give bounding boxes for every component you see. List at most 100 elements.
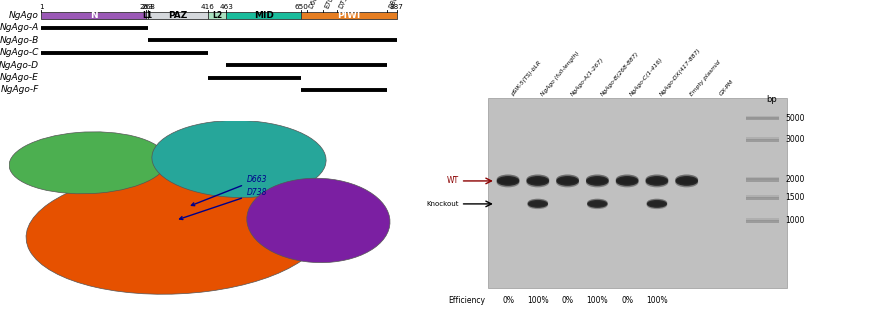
- Text: 463: 463: [219, 4, 233, 10]
- Bar: [488, 98, 786, 288]
- Text: NgAgo-D: NgAgo-D: [0, 61, 39, 70]
- Text: PAZ: PAZ: [168, 11, 188, 20]
- Text: D738: D738: [179, 189, 267, 219]
- Text: 268: 268: [141, 4, 155, 10]
- Ellipse shape: [527, 201, 547, 209]
- Bar: [148, 12, 208, 19]
- Ellipse shape: [555, 174, 579, 184]
- Text: L1: L1: [142, 11, 152, 20]
- Text: D863: D863: [388, 0, 401, 10]
- Text: E704: E704: [324, 0, 336, 10]
- Ellipse shape: [526, 174, 548, 184]
- Text: 100%: 100%: [586, 296, 607, 306]
- Text: bp: bp: [765, 95, 776, 104]
- Bar: [745, 197, 779, 200]
- Text: Knockout: Knockout: [427, 201, 459, 207]
- Ellipse shape: [645, 174, 667, 184]
- Bar: [208, 12, 226, 19]
- Text: 2000: 2000: [785, 175, 804, 184]
- Bar: [745, 218, 779, 221]
- Ellipse shape: [496, 174, 519, 184]
- Text: 650: 650: [295, 4, 308, 10]
- Text: 100%: 100%: [646, 296, 667, 306]
- Text: pSIK-5(TS)-bLR: pSIK-5(TS)-bLR: [509, 60, 541, 97]
- Ellipse shape: [247, 178, 389, 263]
- Text: D663: D663: [308, 0, 321, 10]
- Text: NgAgo-F: NgAgo-F: [1, 85, 39, 94]
- Ellipse shape: [646, 199, 667, 207]
- Text: NgAgo: NgAgo: [9, 11, 39, 20]
- Ellipse shape: [26, 170, 324, 294]
- Text: NgAgo-B: NgAgo-B: [0, 36, 39, 45]
- Text: 1000: 1000: [785, 216, 804, 225]
- Ellipse shape: [586, 178, 608, 187]
- Bar: [745, 177, 779, 180]
- Text: 263: 263: [139, 4, 153, 10]
- Bar: [745, 179, 779, 182]
- Text: NgAgo-C(1-416): NgAgo-C(1-416): [628, 56, 664, 97]
- Ellipse shape: [615, 178, 638, 187]
- Text: 0%: 0%: [561, 296, 573, 306]
- Ellipse shape: [9, 132, 167, 194]
- Bar: [745, 137, 779, 140]
- Text: NgAgo-B(268-887): NgAgo-B(268-887): [599, 50, 639, 97]
- Text: NgAgo-C: NgAgo-C: [0, 48, 39, 57]
- Text: NgAgo-E: NgAgo-E: [0, 73, 39, 82]
- Text: MID: MID: [254, 11, 274, 20]
- Bar: [226, 12, 302, 19]
- Ellipse shape: [526, 176, 548, 186]
- Text: NgAgo-DX(417-887): NgAgo-DX(417-887): [659, 47, 701, 97]
- Text: NgAgo-A(1-267): NgAgo-A(1-267): [569, 56, 604, 97]
- Text: Empty plasmid: Empty plasmid: [688, 59, 720, 97]
- Text: 5000: 5000: [785, 114, 804, 123]
- Ellipse shape: [527, 199, 547, 207]
- Text: GX-PM: GX-PM: [718, 79, 734, 97]
- Text: 3000: 3000: [785, 135, 804, 144]
- Ellipse shape: [587, 199, 607, 207]
- Ellipse shape: [587, 200, 607, 208]
- Ellipse shape: [496, 178, 519, 187]
- Ellipse shape: [527, 200, 547, 208]
- Bar: [302, 12, 396, 19]
- Ellipse shape: [496, 176, 519, 186]
- Ellipse shape: [615, 174, 638, 184]
- Ellipse shape: [586, 174, 608, 184]
- Ellipse shape: [646, 201, 667, 209]
- Ellipse shape: [555, 176, 579, 186]
- Ellipse shape: [646, 200, 667, 208]
- Text: L2: L2: [212, 11, 222, 20]
- Ellipse shape: [152, 121, 326, 197]
- Ellipse shape: [674, 174, 697, 184]
- Bar: [745, 220, 779, 223]
- Text: 0%: 0%: [620, 296, 633, 306]
- Ellipse shape: [587, 201, 607, 209]
- Ellipse shape: [645, 176, 667, 186]
- Ellipse shape: [674, 176, 697, 186]
- Text: NgAgo (full-length): NgAgo (full-length): [540, 50, 580, 97]
- Ellipse shape: [674, 178, 697, 187]
- Text: D738: D738: [337, 0, 350, 10]
- Bar: [146, 12, 148, 19]
- Text: 887: 887: [389, 4, 403, 10]
- Text: 1500: 1500: [785, 193, 804, 202]
- Ellipse shape: [526, 178, 548, 187]
- Bar: [745, 117, 779, 120]
- Text: NgAgo-A: NgAgo-A: [0, 23, 39, 32]
- Bar: [745, 139, 779, 142]
- Text: N: N: [90, 11, 97, 20]
- Text: 0%: 0%: [501, 296, 514, 306]
- Ellipse shape: [615, 176, 638, 186]
- Bar: [745, 195, 779, 198]
- Text: WT: WT: [447, 176, 459, 185]
- Text: 416: 416: [201, 4, 215, 10]
- Bar: [745, 116, 779, 119]
- Text: PIWI: PIWI: [337, 11, 361, 20]
- Text: Efficiency: Efficiency: [448, 296, 484, 306]
- Text: 100%: 100%: [527, 296, 548, 306]
- Text: D663: D663: [191, 175, 267, 206]
- Ellipse shape: [586, 176, 608, 186]
- Ellipse shape: [555, 178, 579, 187]
- Ellipse shape: [645, 178, 667, 187]
- Bar: [41, 12, 146, 19]
- Text: 1: 1: [39, 4, 43, 10]
